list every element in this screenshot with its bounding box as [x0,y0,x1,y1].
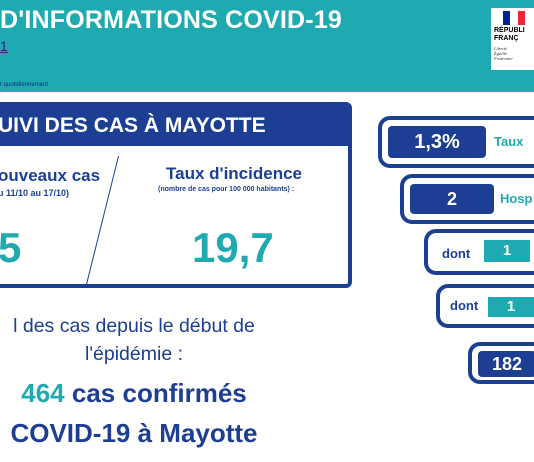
total-cases-text: cas confirmés [71,378,247,408]
total-indicator: 182 [468,342,534,384]
total-cases-number: 464 [21,378,65,408]
hosp-label: Hosp [500,191,533,206]
caption-line-2: l'épidémie : [84,343,184,365]
taux-indicator: 1,3% Taux [378,116,534,168]
dont-label-1: dont [442,246,471,261]
taux-label: Taux [494,134,524,149]
caption-line-1: l des cas depuis le début de [13,315,255,337]
dont-label-2: dont [450,298,479,313]
hospitalisation-indicator: 2 Hosp [400,174,534,224]
republique-francaise-logo: RÉPUBLI FRANÇ Liberté Égalité Fraternité [491,8,534,70]
nouveaux-cas-title: ouveaux cas [0,166,101,185]
suivi-title: UIVI DES CAS À MAYOTTE [0,114,266,137]
dont-value-1: 1 [484,240,530,262]
total-indicator-value: 182 [478,351,534,377]
suivi-cas-panel: UIVI DES CAS À MAYOTTE ouveaux cas u 11/… [0,102,352,288]
nouveaux-cas-period: u 11/10 au 17/10) [0,188,70,198]
dont-value-2: 1 [488,297,534,317]
covid-mayotte-line: COVID-19 à Mayotte [10,418,258,448]
nouveaux-cas-value: 5 [0,224,22,271]
taux-incidence-title: Taux d'incidence [166,164,302,183]
total-cases-line: 464 cas confirmés [0,378,268,409]
dont-indicator-1: dont 1 [424,229,534,275]
page-title: D'INFORMATIONS COVID-19 [0,6,343,34]
taux-incidence-value: 19,7 [192,224,274,271]
update-note: r quotidiennement [0,82,49,88]
logo-text: RÉPUBLI FRANÇ [494,27,525,42]
dont-indicator-2: dont 1 [436,284,534,328]
hosp-value: 2 [410,184,494,214]
taux-value: 1,3% [388,126,486,158]
total-cases-caption: l des cas depuis le début de l'épidémie … [0,312,268,368]
logo-motto: Liberté Égalité Fraternité [494,46,513,61]
taux-incidence-note: (nombre de cas pour 100 000 habitants) : [158,186,295,193]
header-banner: D'INFORMATIONS COVID-19 1 r quotidiennem… [0,0,534,92]
french-flag-icon [503,11,525,25]
page-subtitle-link[interactable]: 1 [0,38,8,54]
suivi-header: UIVI DES CAS À MAYOTTE [0,106,348,146]
